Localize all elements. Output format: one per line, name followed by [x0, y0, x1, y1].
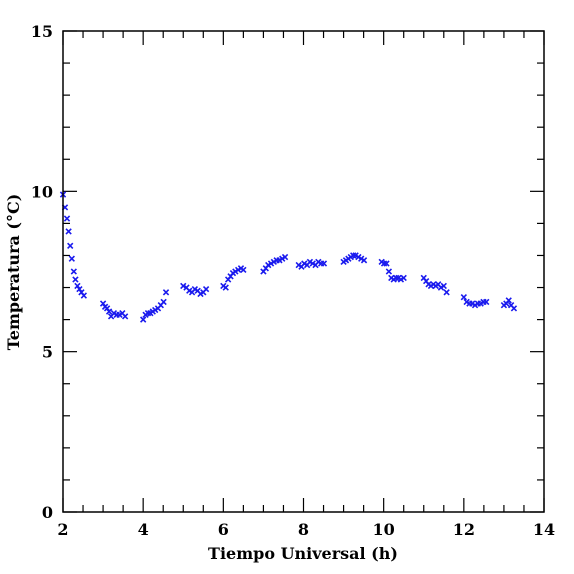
data-point [105, 308, 113, 315]
data-point [63, 215, 71, 222]
data-markers [59, 191, 518, 323]
data-point [67, 242, 74, 250]
data-point [103, 305, 111, 312]
data-point [74, 282, 81, 290]
data-point [505, 297, 512, 304]
data-point [440, 282, 447, 290]
data-point [72, 276, 79, 283]
data-point [160, 298, 167, 306]
axis-ticks [62, 30, 545, 513]
data-point [360, 257, 368, 264]
data-point [240, 266, 247, 274]
data-point [121, 313, 129, 320]
y-tick-label: 0 [42, 503, 53, 522]
data-point [76, 285, 83, 293]
data-point [460, 293, 467, 301]
plot-frame [62, 30, 545, 513]
data-point [483, 298, 490, 306]
x-tick-label: 8 [298, 520, 309, 539]
data-point [383, 260, 390, 267]
x-tick-label: 14 [533, 520, 555, 539]
data-point [80, 292, 88, 299]
x-tick-label: 4 [138, 520, 149, 539]
data-point [180, 282, 187, 290]
data-point [202, 285, 210, 293]
x-tick-label: 12 [453, 520, 475, 539]
data-point [70, 268, 77, 275]
data-point [320, 260, 328, 267]
data-point [222, 284, 229, 291]
x-tick-label: 2 [57, 520, 68, 539]
x-axis-label: Tiempo Universal (h) [208, 544, 398, 563]
data-point [400, 274, 407, 282]
data-point [68, 255, 75, 262]
y-tick-label: 5 [42, 343, 53, 362]
y-tick-label: 10 [31, 182, 53, 201]
data-point [65, 228, 72, 235]
data-point [385, 268, 393, 275]
data-point [510, 305, 518, 312]
y-axis-label: Temperatura (°C) [4, 194, 23, 351]
x-tick-label: 10 [373, 520, 395, 539]
data-point [140, 316, 147, 323]
tick-labels: 2 4 6 8 10 12 14 0 5 10 15 [31, 22, 555, 539]
data-point [443, 289, 450, 296]
y-tick-label: 15 [31, 22, 53, 41]
data-point [162, 289, 170, 296]
x-tick-label: 6 [218, 520, 229, 539]
data-point [281, 253, 289, 261]
data-point [99, 300, 107, 307]
